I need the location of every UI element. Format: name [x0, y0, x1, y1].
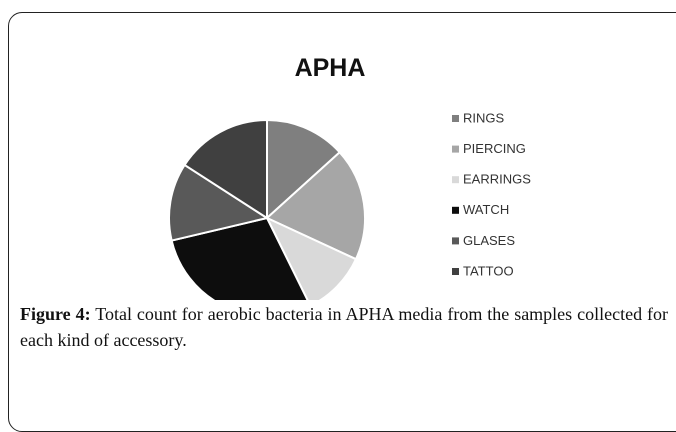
page: APHA RINGS PIERCING EARRINGS WATCH GLASES TAT…	[8, 12, 676, 432]
pie-slice	[264, 215, 358, 300]
legend-label: GLASES	[463, 233, 515, 248]
figure-label: Figure 4:	[20, 304, 91, 324]
pie-slice	[168, 163, 270, 242]
pie-slice	[266, 118, 342, 221]
legend-label: RINGS	[463, 110, 505, 125]
pie-slice	[183, 118, 268, 220]
caption-text: Total count for aerobic bacteria in APHA…	[20, 304, 669, 350]
chart: APHA RINGS PIERCING EARRINGS WATCH GLASES TAT…	[168, 54, 531, 300]
legend-swatch	[452, 176, 459, 184]
legend-swatch	[452, 145, 459, 153]
pie-slice	[265, 150, 366, 261]
legend-swatch	[452, 237, 459, 245]
legend-swatch	[452, 206, 459, 214]
legend-label: TATTOO	[463, 263, 514, 278]
legend-swatch	[452, 115, 459, 122]
legend-label: EARRINGS	[463, 172, 531, 187]
legend-label: PIERCING	[463, 141, 526, 156]
pie-slice	[170, 216, 309, 300]
legend-label: WATCH	[463, 202, 509, 217]
caption: Figure 4: Total count for aerobic bacter…	[20, 301, 668, 353]
chart-title: APHA	[295, 54, 366, 82]
legend-swatch	[452, 268, 459, 275]
